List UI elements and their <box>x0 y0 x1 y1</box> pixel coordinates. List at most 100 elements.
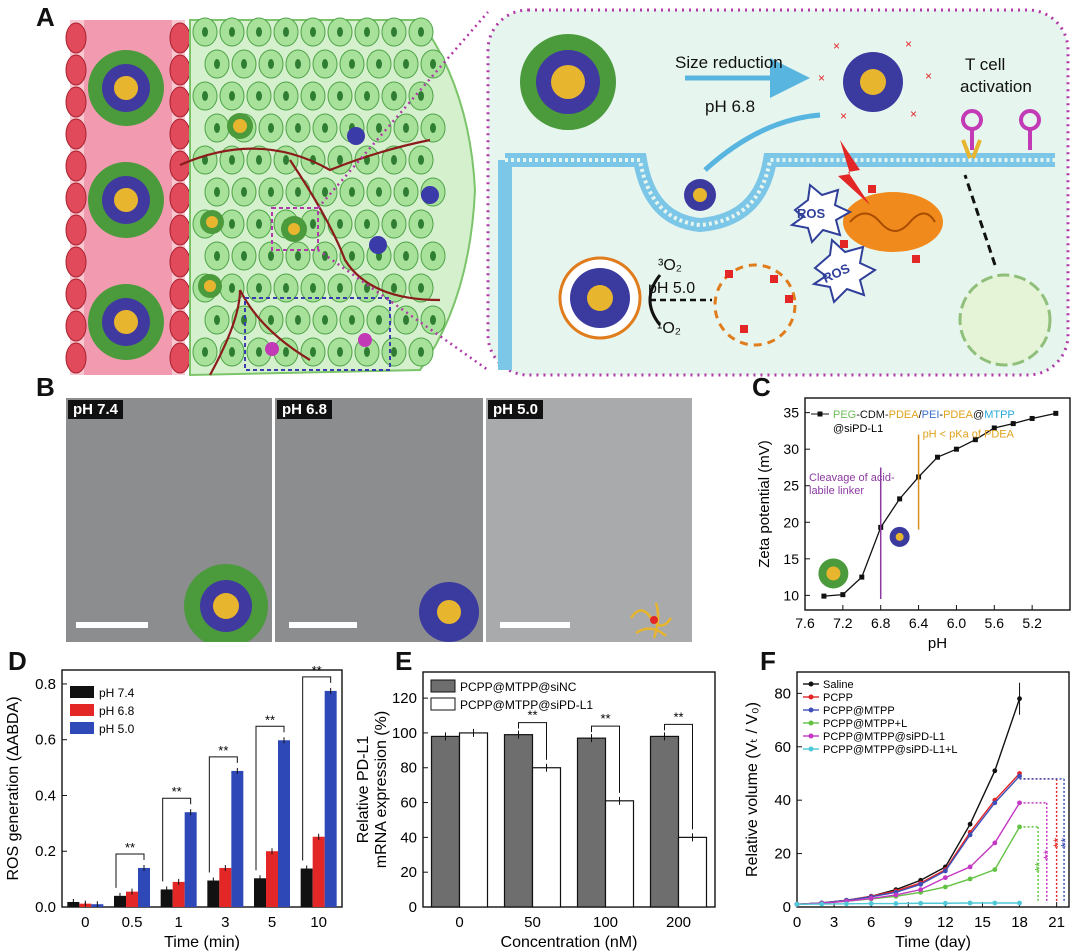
endothelial-cell <box>169 150 191 182</box>
tumor-cell-nucleus <box>229 27 235 37</box>
uptake-arrow <box>703 112 821 172</box>
significance-bracket <box>302 676 332 861</box>
series-point-5 <box>967 900 973 906</box>
panel-e-letter: E <box>395 646 413 676</box>
micelle-core <box>826 566 841 581</box>
y-tick-label: 0 <box>409 899 417 916</box>
x-tick-label: 5.6 <box>985 615 1005 631</box>
endothelial-cell <box>169 246 191 278</box>
tumor-cell-nucleus <box>256 91 262 101</box>
significance-bracket <box>115 853 145 888</box>
tumor-cell-nucleus <box>337 27 343 37</box>
endothelial-cell <box>169 214 191 246</box>
y-tick-label: 0.4 <box>35 787 56 804</box>
legend-label: PCPP@MTPP <box>823 705 895 717</box>
ros-star-icon <box>789 183 853 244</box>
series-point-4 <box>1017 800 1022 806</box>
zeta-point <box>972 437 978 443</box>
tumor-cell-nucleus <box>229 155 235 165</box>
y-tick-label: 20 <box>783 514 799 530</box>
y-axis-label: ROS generation (ΔABDA) <box>5 696 22 880</box>
tumor-cell-nucleus <box>214 251 220 261</box>
bar-siNC <box>576 737 607 908</box>
y-tick-label: 15 <box>783 551 799 567</box>
y-tick-label: 120 <box>392 690 417 707</box>
lightning-icon <box>838 140 870 205</box>
endothelial-cell <box>65 118 87 150</box>
significance-bracket <box>162 797 192 882</box>
bar-pH5.0 <box>138 867 150 907</box>
mitochondria <box>843 192 943 252</box>
bar-siNC <box>503 734 534 908</box>
tumor-cell-nucleus <box>268 315 274 325</box>
tumor-cell-nucleus <box>376 315 382 325</box>
x-tick-label: 6.4 <box>909 615 929 631</box>
tumor-cell-nucleus <box>310 283 316 293</box>
x-tick-label: 50 <box>524 914 541 931</box>
endothelial-cell <box>169 22 191 54</box>
tumor-cell-nucleus <box>310 347 316 357</box>
y-axis-label: Zeta potential (mV) <box>756 440 773 568</box>
zeta-point <box>859 574 865 580</box>
endosome-micelle <box>684 179 716 211</box>
bar-siPD-L1 <box>458 732 489 908</box>
activation-arrow <box>963 174 997 266</box>
y-tick-label: 20 <box>774 846 791 863</box>
x-axis-label: Time (day) <box>895 934 971 951</box>
y-tick-label: 0 <box>783 899 791 916</box>
tumor-cell-nucleus <box>391 27 397 37</box>
legend-marker <box>808 720 814 726</box>
legend-swatch <box>430 697 456 711</box>
tumor-cell-nucleus <box>418 283 424 293</box>
bar-pH6.8 <box>266 851 278 907</box>
x-tick-label: 7.6 <box>795 615 815 631</box>
bar-pH5.0 <box>278 740 290 907</box>
x-axis-label: Time (min) <box>164 934 240 951</box>
legend-marker <box>808 733 814 739</box>
tumor-cell-nucleus <box>391 155 397 165</box>
series-point-4 <box>868 896 874 901</box>
x-tick-label: 6.8 <box>871 615 891 631</box>
mitochondria-cristae <box>849 212 936 232</box>
x-tick-label: 12 <box>937 914 954 931</box>
endothelial-cell <box>65 278 87 310</box>
tumor-cell-nucleus <box>310 219 316 229</box>
tem-label: pH 6.8 <box>277 400 333 419</box>
tumor-cell-nucleus <box>256 219 262 229</box>
significance-bracket <box>208 756 238 873</box>
tumor-cell-nucleus <box>241 59 247 69</box>
y-tick-label: 80 <box>400 760 417 777</box>
legend-label: PCPP@MTPP@siPD-L1 <box>460 698 593 712</box>
chart-tumor-volume: 0 3 6 9 12 15 18 21 0 20 40 60 80 Time (day) Relative … <box>744 671 1073 951</box>
t-cell-label-line1: T cell <box>965 55 1005 74</box>
tumor-cell-nucleus <box>376 59 382 69</box>
series-point-5 <box>868 901 874 906</box>
tumor-cell-nucleus <box>337 155 343 165</box>
x-tick-label: 0 <box>455 914 463 931</box>
y-tick-label: 0.0 <box>35 899 56 916</box>
legend-label: PCPP@MTPP@siNC <box>460 680 577 694</box>
triplet-oxygen-label: ³O₂ <box>658 257 682 274</box>
zeta-point <box>840 592 846 598</box>
x-tick-label: 6.0 <box>947 615 967 631</box>
x-axis-label: Concentration (nM) <box>501 934 638 951</box>
x-tick-label: 9 <box>904 914 912 931</box>
series-point-5 <box>794 901 800 907</box>
tumor-cell-nucleus <box>283 91 289 101</box>
significance-label: ** <box>673 709 683 724</box>
tumor-cell-nucleus <box>349 187 355 197</box>
significance-label: ** <box>1051 838 1066 848</box>
series-line-4 <box>796 802 1021 906</box>
tumor-cell-nucleus <box>364 91 370 101</box>
y-tick-label: 100 <box>392 725 417 742</box>
svg-text:×: × <box>905 37 912 51</box>
bar-pH5.0 <box>231 770 244 907</box>
tem-image-ph68: pH 6.8 <box>275 398 483 642</box>
y-tick-label: 0.6 <box>35 732 56 749</box>
tumor-cell-nucleus <box>418 27 424 37</box>
zeta-point <box>1053 410 1059 416</box>
endothelial-cell <box>65 214 87 246</box>
bar-pH7.4 <box>207 880 220 907</box>
legend-marker <box>808 707 814 713</box>
disassembled-micelle-icon <box>629 602 673 639</box>
